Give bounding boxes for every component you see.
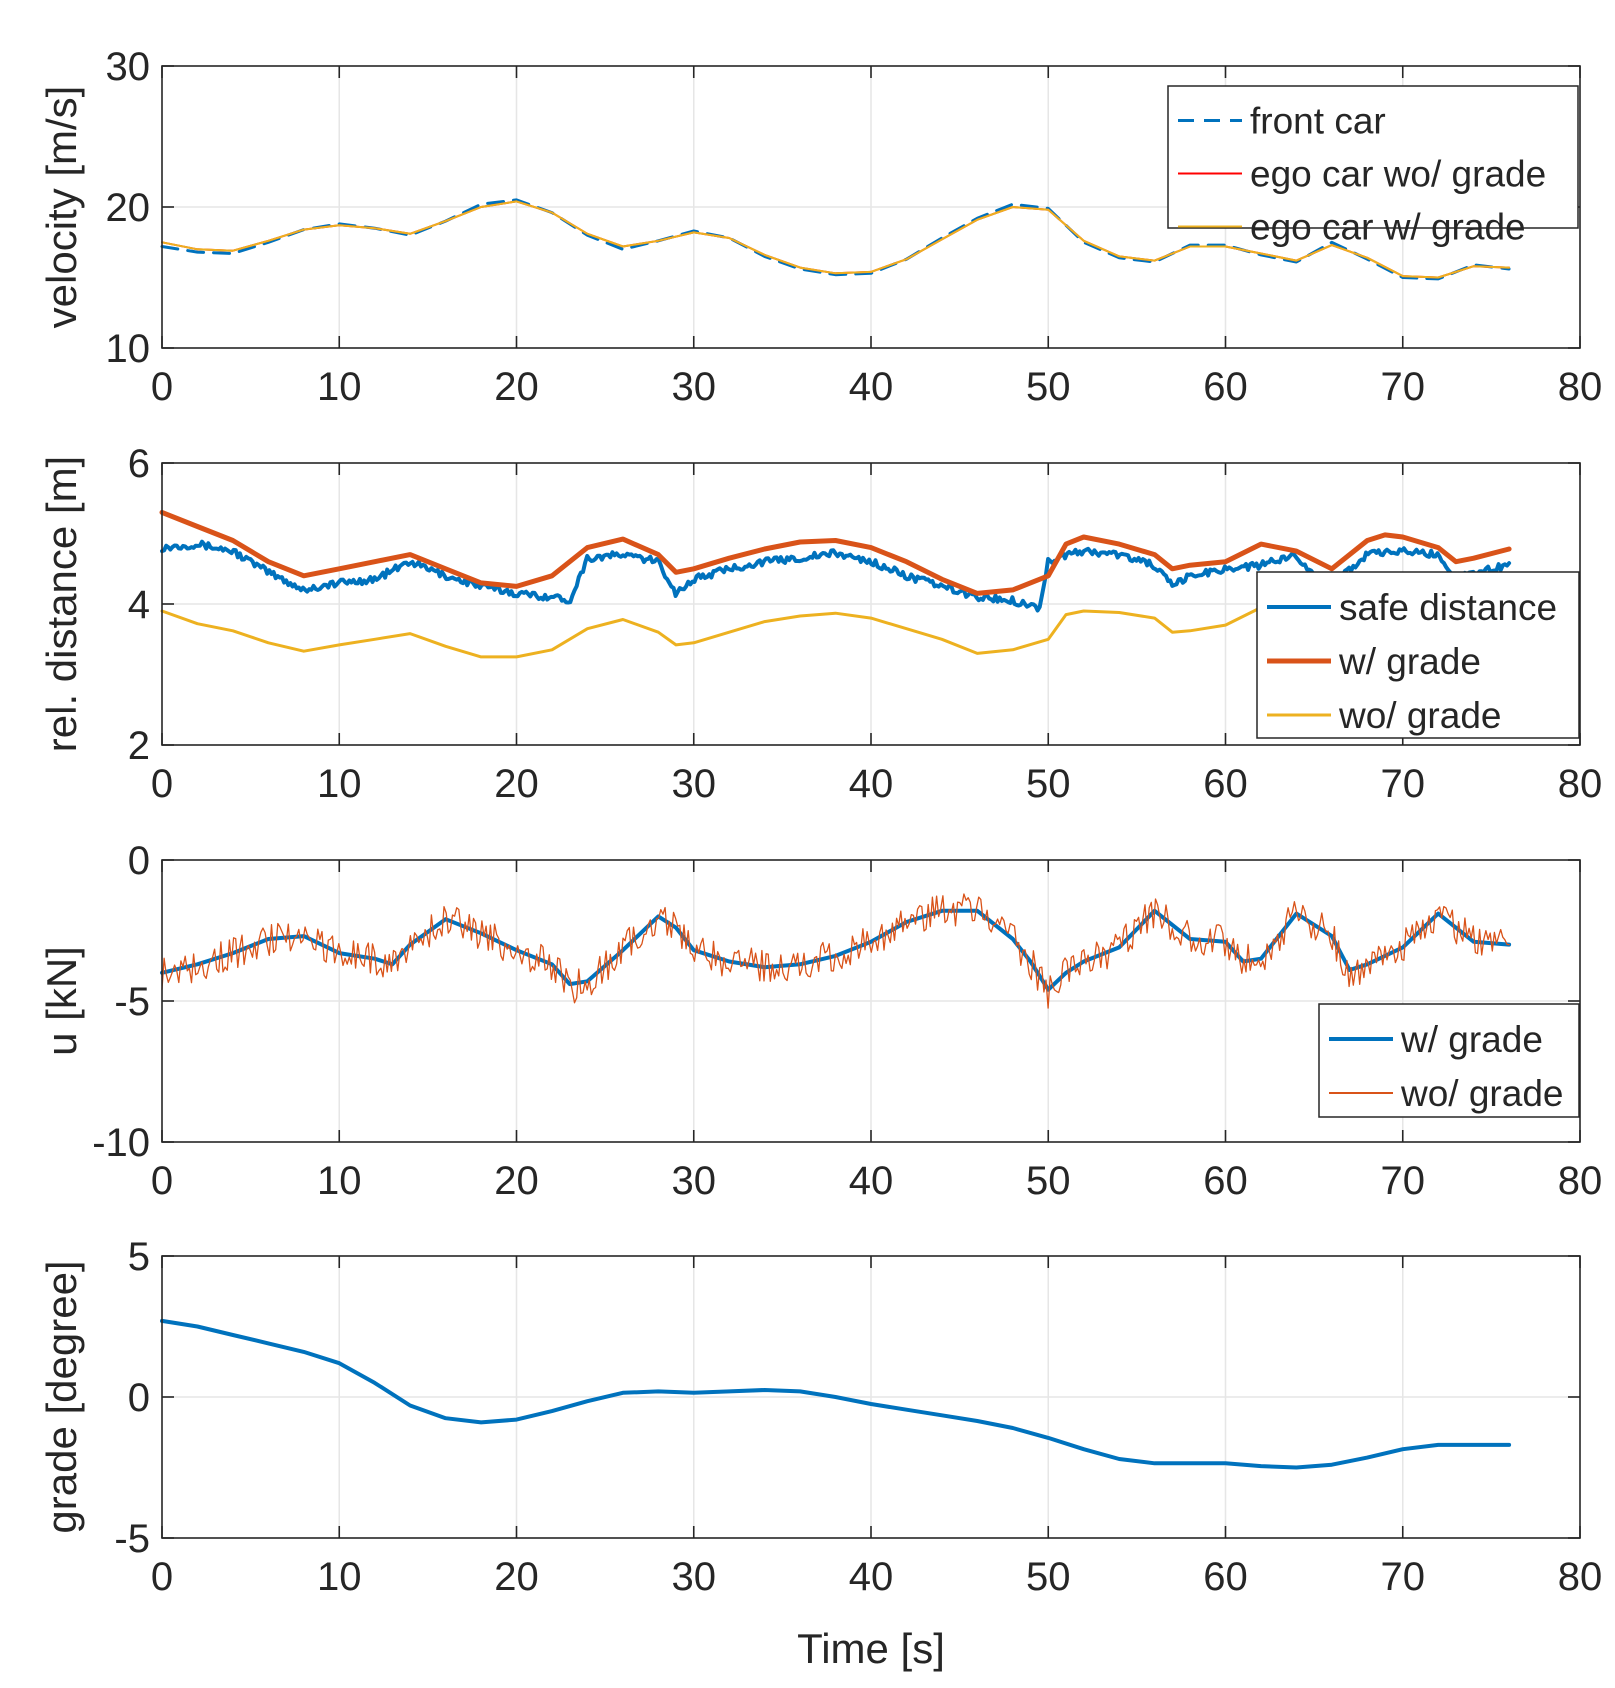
legend: safe distance w/ grade wo/ grade [1256, 571, 1580, 739]
panel-3: 0 10 20 30 40 50 60 70 80 -10 -5 0 u [kN] w/ grade wo/… [38, 839, 1602, 1203]
legend-box [1167, 85, 1579, 229]
y-axis-label: velocity [m/s] [38, 86, 85, 329]
series-line-safe-distance [160, 539, 1512, 613]
x-tick-label: 50 [1026, 1159, 1071, 1203]
y-axis-label: rel. distance [m] [38, 456, 85, 752]
y-tick-label: -10 [92, 1121, 150, 1165]
y-tick-label: 4 [128, 583, 150, 627]
series-line-w-grade [160, 908, 1512, 992]
x-tick-label: 30 [672, 1159, 717, 1203]
x-tick-label: 40 [849, 1555, 894, 1599]
x-tick-label: 70 [1381, 1555, 1426, 1599]
x-tick-label: 10 [317, 1555, 362, 1599]
y-tick-label: 6 [128, 442, 150, 486]
legend-entry: wo/ grade [1400, 1073, 1564, 1114]
x-tick-label: 10 [317, 365, 362, 409]
x-tick-label: 70 [1381, 365, 1426, 409]
x-tick-label: 50 [1026, 762, 1071, 806]
x-tick-label: 0 [151, 1555, 173, 1599]
y-axis-label: grade [degree] [38, 1260, 85, 1533]
y-tick-label: 0 [128, 1376, 150, 1420]
x-tick-label: 0 [151, 762, 173, 806]
x-tick-label: 20 [494, 762, 539, 806]
legend-entry: front car [1250, 101, 1386, 142]
x-tick-label: 70 [1381, 1159, 1426, 1203]
x-tick-label: 40 [849, 762, 894, 806]
x-tick-label: 30 [672, 1555, 717, 1599]
legend-entry: ego car w/ grade [1250, 207, 1526, 248]
y-tick-label: 10 [106, 327, 151, 371]
x-tick-label: 80 [1558, 1159, 1603, 1203]
x-tick-label: 10 [317, 762, 362, 806]
legend-entry: w/ grade [1338, 641, 1481, 682]
legend: w/ grade wo/ grade [1318, 1003, 1580, 1118]
y-tick-label: -5 [114, 1517, 150, 1561]
x-tick-label: 50 [1026, 365, 1071, 409]
x-tick-label: 20 [494, 1555, 539, 1599]
series-line-w-grade [159, 509, 1512, 596]
x-tick-label: 50 [1026, 1555, 1071, 1599]
y-tick-label: 2 [128, 724, 150, 768]
x-tick-label: 80 [1558, 365, 1603, 409]
y-tick-label: 20 [106, 186, 151, 230]
x-tick-label: 20 [494, 1159, 539, 1203]
legend-box [1256, 571, 1580, 739]
x-tick-label: 80 [1558, 762, 1603, 806]
y-axis-label: u [kN] [38, 946, 85, 1056]
x-tick-label: 0 [151, 1159, 173, 1203]
legend: front car ego car wo/ grade ego car w/ gra… [1167, 85, 1579, 248]
series-line-ego-car-w-grade [161, 200, 1511, 279]
x-tick-label: 60 [1203, 365, 1248, 409]
x-tick-label: 60 [1203, 1555, 1248, 1599]
legend-entry: ego car wo/ grade [1250, 154, 1546, 195]
x-tick-label: 70 [1381, 762, 1426, 806]
x-tick-label: 10 [317, 1159, 362, 1203]
y-tick-label: 0 [128, 839, 150, 883]
x-tick-label: 30 [672, 365, 717, 409]
x-tick-label: 40 [849, 1159, 894, 1203]
x-tick-label: 60 [1203, 1159, 1248, 1203]
panel-2: 0 10 20 30 40 50 60 70 80 2 4 6 rel. distance [m] saf… [38, 442, 1602, 806]
x-tick-label: 80 [1558, 1555, 1603, 1599]
legend-entry: wo/ grade [1338, 695, 1502, 736]
legend-box [1318, 1003, 1580, 1118]
x-tick-label: 0 [151, 365, 173, 409]
y-tick-label: 30 [106, 45, 151, 89]
y-tick-label: -5 [114, 980, 150, 1024]
series-line-grade [160, 1318, 1512, 1470]
x-axis-label: Time [s] [797, 1625, 945, 1672]
series-line-front-car [160, 198, 1511, 281]
x-tick-label: 30 [672, 762, 717, 806]
x-tick-label: 40 [849, 365, 894, 409]
x-tick-label: 20 [494, 365, 539, 409]
legend-entry: safe distance [1339, 587, 1557, 628]
y-tick-label: 5 [128, 1235, 150, 1279]
series-line-wo-grade [161, 893, 1510, 1009]
legend-entry: w/ grade [1400, 1019, 1543, 1060]
x-tick-label: 60 [1203, 762, 1248, 806]
